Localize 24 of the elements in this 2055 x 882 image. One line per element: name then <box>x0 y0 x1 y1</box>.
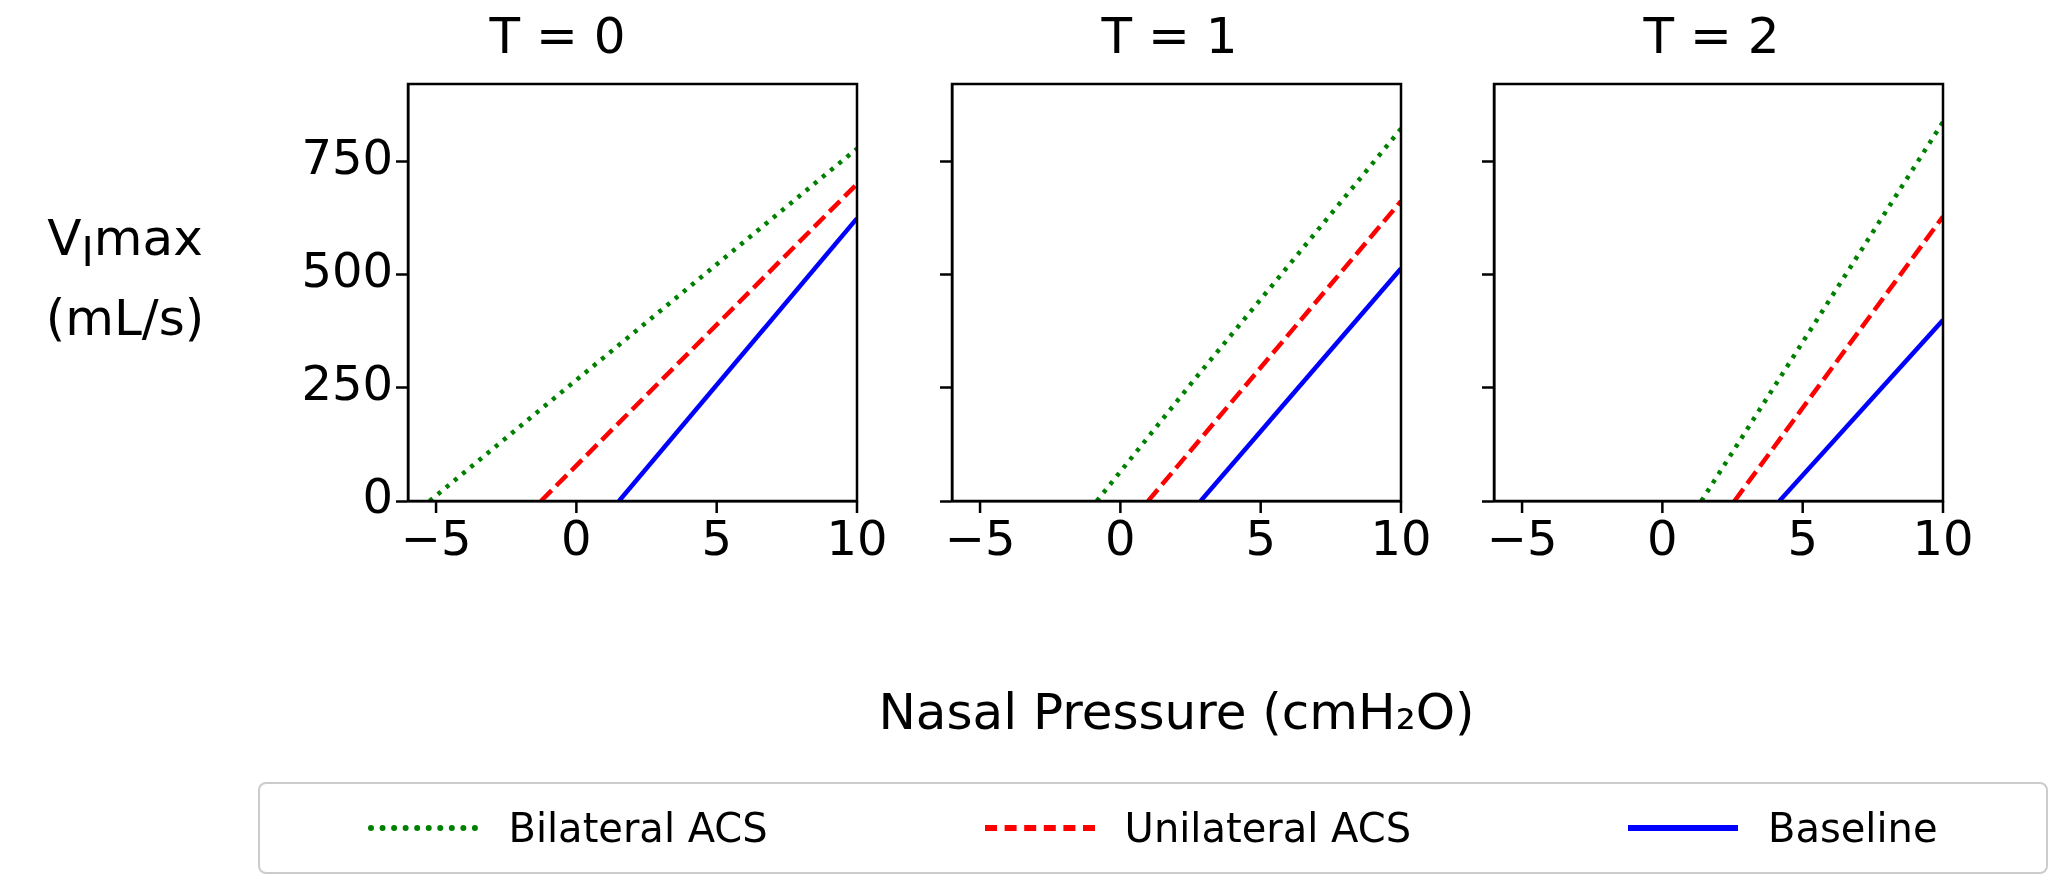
y-tick-label: 500 <box>301 242 393 299</box>
legend-label: Bilateral ACS <box>508 805 768 851</box>
x-tick-label: 5 <box>1245 510 1276 567</box>
x-axis-title: Nasal Pressure (cmH₂O) <box>878 683 1475 741</box>
chart-title: T = 0 <box>488 6 626 65</box>
x-tick-label: 0 <box>1105 510 1136 567</box>
legend-label: Baseline <box>1767 805 1938 851</box>
x-tick-label: 10 <box>1370 510 1432 567</box>
x-tick-label: −5 <box>400 510 472 567</box>
chart-title: T = 1 <box>1100 6 1238 65</box>
y-tick-label: 750 <box>301 129 393 186</box>
y-tick-label: 250 <box>301 355 393 412</box>
x-tick-label: 10 <box>826 510 888 567</box>
x-tick-label: 0 <box>561 510 592 567</box>
y-axis-title: V$_{I}$max (mL/s) <box>44 208 206 349</box>
x-tick-label: 5 <box>1787 510 1818 567</box>
x-tick-label: 0 <box>1647 510 1678 567</box>
x-tick-label: 10 <box>1912 510 1974 567</box>
x-tick-label: −5 <box>944 510 1016 567</box>
legend-label: Unilateral ACS <box>1124 805 1412 851</box>
x-tick-label: −5 <box>1486 510 1558 567</box>
chart-title: T = 2 <box>1642 6 1780 65</box>
x-tick-label: 5 <box>701 510 732 567</box>
y-tick-label: 0 <box>362 468 393 525</box>
